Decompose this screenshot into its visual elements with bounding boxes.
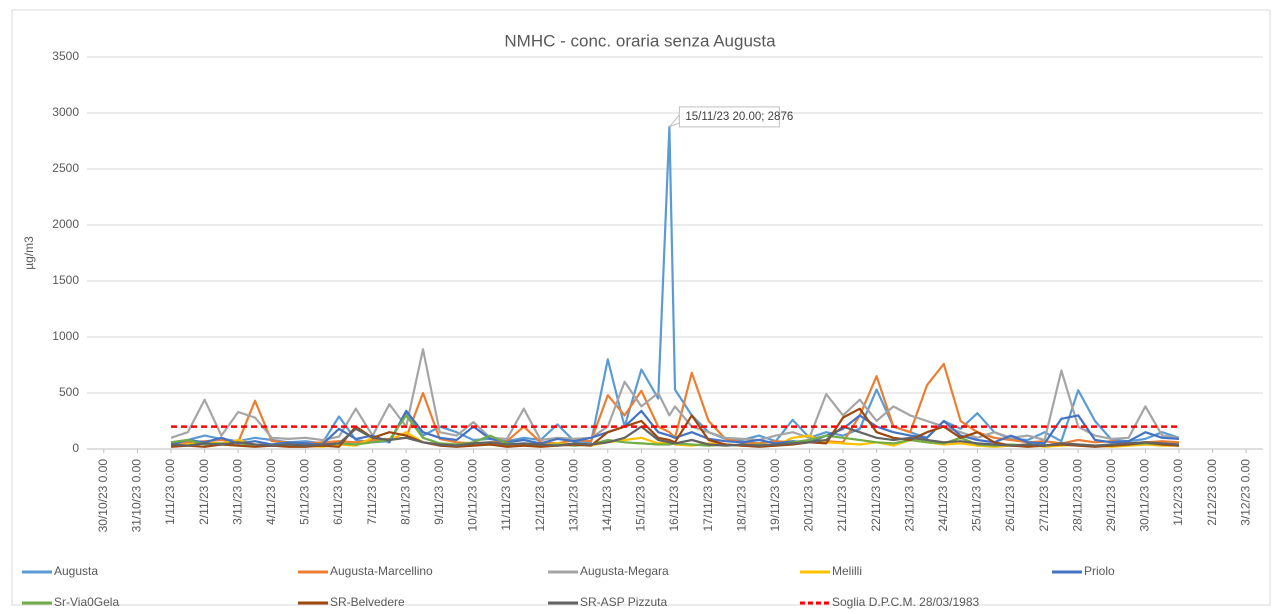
legend-label: Augusta-Marcellino (330, 564, 433, 578)
x-tick-label: 6/11/23 0.00 (331, 459, 345, 525)
x-tick-label: 1/12/23 0.00 (1171, 459, 1185, 526)
y-tick-label: 500 (59, 385, 79, 399)
legend-label: Sr-Via0Gela (54, 595, 119, 609)
y-tick-label: 2500 (52, 161, 79, 175)
x-tick-label: 10/11/23 0.00 (466, 459, 480, 532)
x-tick-label: 4/11/23 0.00 (264, 459, 278, 525)
x-tick-label: 28/11/23 0.00 (1070, 459, 1084, 532)
chart-border (11, 9, 1271, 606)
x-tick-label: 21/11/23 0.00 (835, 459, 849, 532)
x-tick-label: 15/11/23 0.00 (634, 459, 648, 532)
y-tick-label: 0 (72, 441, 79, 455)
x-tick-label: 25/11/23 0.00 (970, 459, 984, 532)
series-line (170, 425, 1180, 447)
chart-title: NMHC - conc. oraria senza Augusta (504, 31, 776, 50)
x-tick-label: 8/11/23 0.00 (398, 459, 412, 525)
x-tick-label: 24/11/23 0.00 (936, 459, 950, 532)
x-tick-label: 2/12/23 0.00 (1205, 459, 1219, 526)
x-tick-label: 2/11/23 0.00 (197, 459, 211, 525)
x-tick-label: 12/11/23 0.00 (533, 459, 547, 532)
legend-label: Augusta (54, 564, 98, 578)
x-tick-label: 18/11/23 0.00 (734, 459, 748, 532)
x-tick-label: 1/11/23 0.00 (163, 459, 177, 525)
y-tick-label: 1000 (52, 329, 79, 343)
legend-label: Melilli (832, 564, 862, 578)
x-tick-label: 26/11/23 0.00 (1003, 459, 1017, 532)
x-tick-label: 17/11/23 0.00 (701, 459, 715, 532)
x-tick-label: 20/11/23 0.00 (802, 459, 816, 532)
x-tick-label: 3/12/23 0.00 (1238, 459, 1252, 526)
legend-label: Priolo (1084, 564, 1115, 578)
x-tick-label: 30/11/23 0.00 (1138, 459, 1152, 532)
x-tick-label: 19/11/23 0.00 (768, 459, 782, 532)
series-line (170, 409, 1180, 446)
x-tick-label: 16/11/23 0.00 (667, 459, 681, 532)
annotation: 15/11/23 20.00; 2876 (678, 106, 793, 128)
x-tick-label: 30/10/23 0.00 (96, 459, 110, 533)
x-tick-label: 13/11/23 0.00 (566, 459, 580, 532)
legend-label: SR-ASP Pizzuta (580, 595, 667, 609)
y-tick-label: 2000 (52, 217, 79, 231)
y-tick-label: 3000 (52, 105, 79, 119)
annotation-text: 15/11/23 20.00; 2876 (685, 111, 793, 123)
x-tick-label: 9/11/23 0.00 (432, 459, 446, 525)
y-tick-label: 3500 (52, 49, 79, 63)
legend-label: Augusta-Megara (580, 564, 669, 578)
x-tick-label: 27/11/23 0.00 (1037, 459, 1051, 532)
x-tick-label: 7/11/23 0.00 (365, 459, 379, 525)
y-tick-label: 1500 (52, 273, 79, 287)
x-tick-label: 11/11/23 0.00 (499, 459, 513, 531)
x-tick-label: 22/11/23 0.00 (869, 459, 883, 532)
y-axis-label: µg/m3 (22, 236, 36, 270)
x-tick-label: 31/10/23 0.00 (130, 459, 144, 533)
annotation-box (678, 106, 780, 128)
legend-label: SR-Belvedere (330, 595, 405, 609)
x-tick-label: 3/11/23 0.00 (230, 459, 244, 525)
x-tick-label: 14/11/23 0.00 (600, 459, 614, 532)
x-tick-label: 23/11/23 0.00 (902, 459, 916, 532)
x-tick-label: 5/11/23 0.00 (298, 459, 312, 525)
x-tick-label: 29/11/23 0.00 (1104, 459, 1118, 532)
legend-label: Soglia D.P.C.M. 28/03/1983 (832, 595, 980, 609)
